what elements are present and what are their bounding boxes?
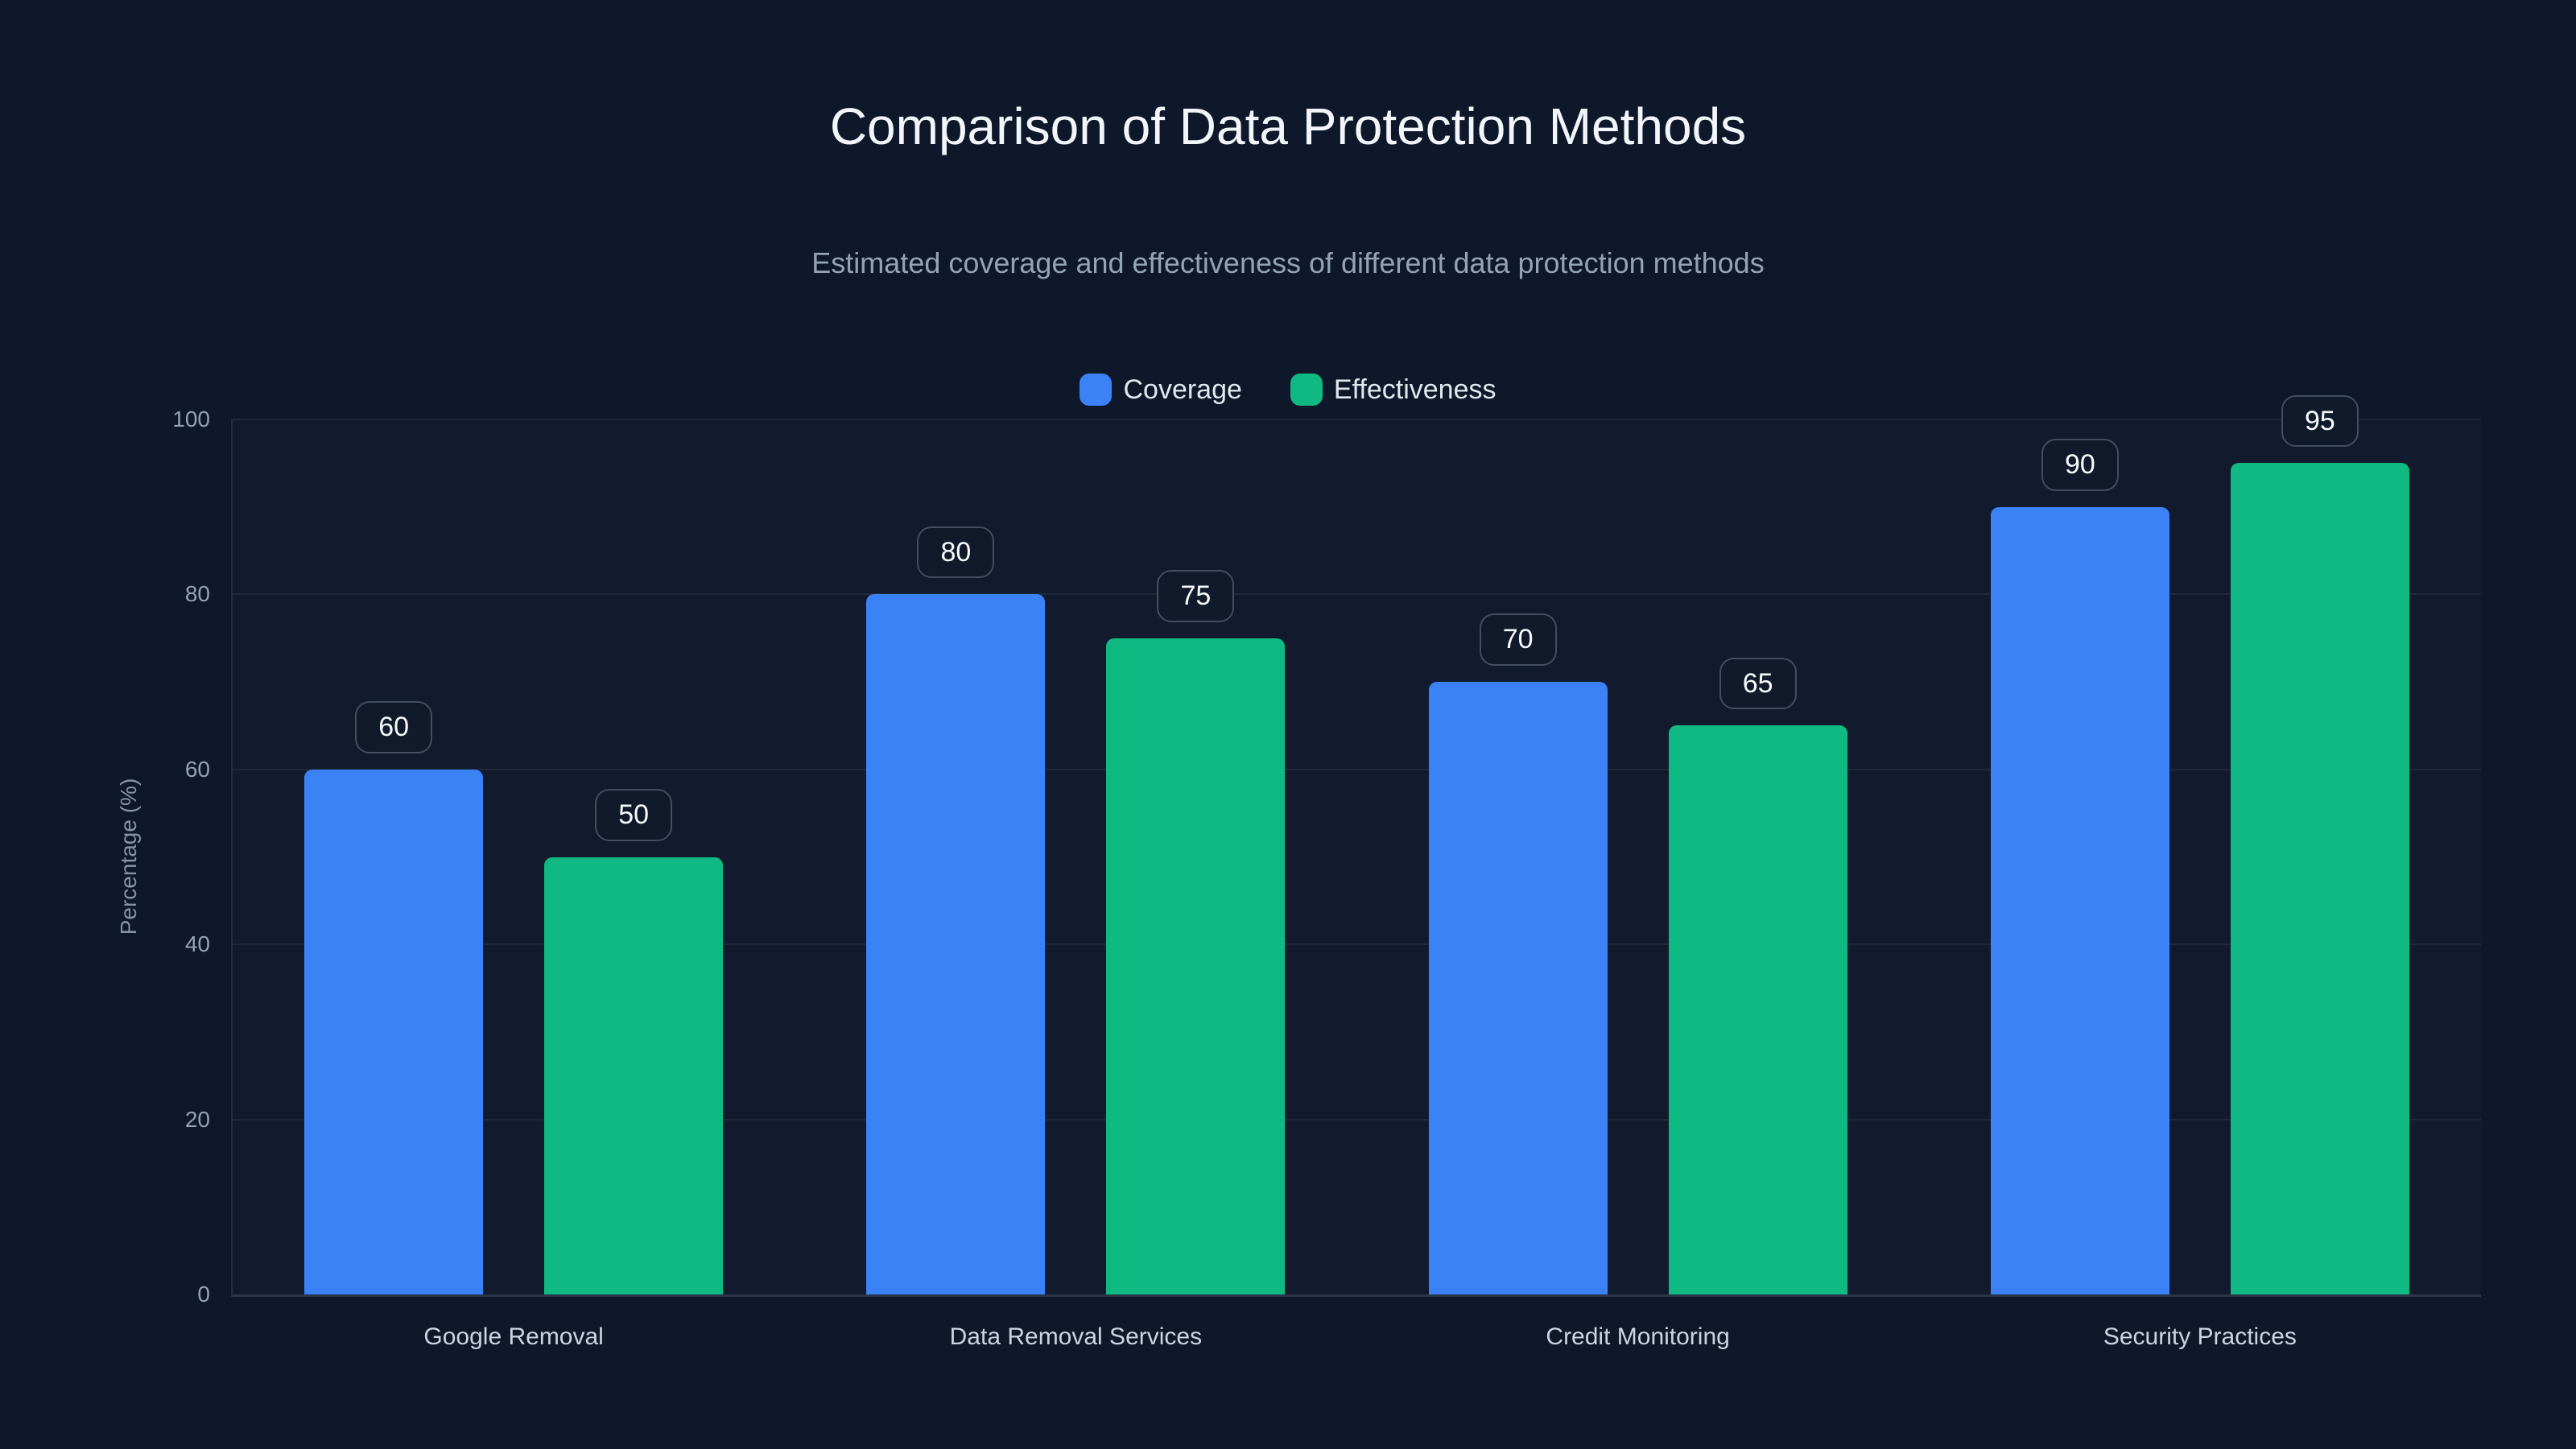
chart-title: Comparison of Data Protection Methods bbox=[829, 97, 1747, 155]
bar-groups: 60 50 Google Removal 80 75 Data Removal Servi… bbox=[233, 394, 2481, 1350]
bar-effectiveness-security-practices[interactable]: 95 bbox=[2230, 394, 2409, 1294]
legend-label-coverage: Coverage bbox=[1123, 374, 1242, 405]
category-group-data-removal-services: 80 75 Data Removal Services bbox=[795, 419, 1356, 1350]
bar-coverage-data-removal-services[interactable]: 80 bbox=[866, 526, 1046, 1294]
effectiveness-swatch-icon bbox=[1290, 374, 1323, 406]
x-category-label-credit-monitoring: Credit Monitoring bbox=[1546, 1323, 1730, 1350]
value-badge-coverage-data-removal-services: 80 bbox=[917, 526, 995, 579]
bar-coverage-google-removal[interactable]: 60 bbox=[304, 701, 484, 1294]
value-badge-effectiveness-google-removal: 50 bbox=[595, 788, 673, 841]
bar-effectiveness-google-removal[interactable]: 50 bbox=[544, 788, 724, 1294]
y-tick-label-40: 40 bbox=[184, 931, 210, 957]
y-tick-label-0: 0 bbox=[197, 1282, 210, 1307]
y-tick-label-60: 60 bbox=[184, 756, 210, 782]
coverage-swatch-icon bbox=[1080, 374, 1113, 406]
legend: Coverage Effectiveness bbox=[0, 374, 2576, 406]
bar-effectiveness-data-removal-services[interactable]: 75 bbox=[1106, 569, 1286, 1294]
value-badge-coverage-credit-monitoring: 70 bbox=[1479, 613, 1557, 667]
category-group-security-practices: 90 95 Security Practices bbox=[1919, 394, 2481, 1350]
chart-subtitle: Estimated coverage and effectiveness of … bbox=[811, 246, 1765, 279]
category-group-google-removal: 60 50 Google Removal bbox=[233, 419, 795, 1350]
y-tick-label-100: 100 bbox=[172, 407, 210, 431]
legend-item-effectiveness[interactable]: Effectiveness bbox=[1290, 374, 1496, 406]
legend-label-effectiveness: Effectiveness bbox=[1333, 374, 1496, 405]
x-category-label-security-practices: Security Practices bbox=[2103, 1323, 2297, 1350]
value-badge-coverage-google-removal: 60 bbox=[355, 701, 433, 753]
plot-area: 0 20 40 60 80 100 60 50 Google Removal 80 75 Data R… bbox=[172, 394, 2481, 1350]
x-category-label-data-removal-services: Data Removal Services bbox=[949, 1323, 1203, 1350]
y-tick-label-20: 20 bbox=[184, 1106, 210, 1132]
bar-coverage-credit-monitoring[interactable]: 70 bbox=[1428, 613, 1608, 1294]
bar-effectiveness-credit-monitoring[interactable]: 65 bbox=[1668, 657, 1847, 1294]
value-badge-effectiveness-security-practices: 95 bbox=[2281, 394, 2359, 448]
legend-item-coverage[interactable]: Coverage bbox=[1080, 374, 1242, 406]
value-badge-effectiveness-data-removal-services: 75 bbox=[1157, 569, 1235, 622]
value-badge-effectiveness-credit-monitoring: 65 bbox=[1719, 657, 1797, 710]
x-category-label-google-removal: Google Removal bbox=[423, 1323, 604, 1350]
bar-coverage-security-practices[interactable]: 90 bbox=[1990, 438, 2169, 1294]
category-group-credit-monitoring: 70 65 Credit Monitoring bbox=[1357, 419, 1919, 1350]
y-axis-title: Percentage (%) bbox=[116, 778, 141, 935]
value-badge-coverage-security-practices: 90 bbox=[2041, 438, 2119, 491]
y-tick-label-80: 80 bbox=[184, 581, 210, 607]
